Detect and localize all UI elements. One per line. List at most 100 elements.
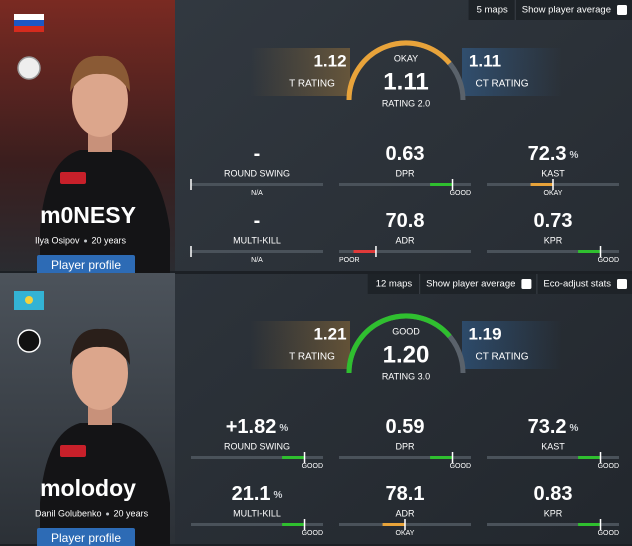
player-profile-label[interactable]: Player profile (51, 531, 121, 545)
checkbox[interactable] (521, 279, 532, 289)
stat-label: ADR (395, 508, 415, 518)
stat-label: KAST (541, 168, 565, 178)
stat-bar-fill (282, 523, 305, 526)
stat-label: DPR (395, 441, 415, 451)
separator-dot (106, 512, 110, 516)
stat-bar-fill (530, 183, 553, 186)
stat-value: 0.73 (534, 210, 573, 232)
strip-divider (419, 274, 421, 294)
stat-verdict: N/A (251, 190, 263, 197)
t-rating-label: T RATING (289, 79, 335, 90)
t-rating-box (250, 48, 350, 96)
stat-bar (339, 183, 471, 186)
stat-label: ADR (395, 235, 415, 245)
ct-rating-box (462, 321, 562, 369)
player-profile-label[interactable]: Player profile (51, 258, 121, 272)
stat-verdict: GOOD (598, 257, 619, 264)
t-rating-label: T RATING (289, 352, 335, 363)
stat-unit: % (274, 490, 283, 501)
stat-number: 70.8 (386, 210, 425, 232)
stat-bar-fill (430, 183, 453, 186)
hair (70, 55, 130, 92)
stat-label: DPR (395, 168, 415, 178)
stat-label: KPR (544, 508, 563, 518)
stat-number: - (254, 143, 261, 165)
stat-marker (303, 519, 306, 530)
stat-value: 70.8 (386, 210, 425, 232)
stat-verdict: GOOD (302, 463, 323, 470)
stat-label: KAST (541, 441, 565, 451)
stat-value: 72.3% (528, 143, 579, 165)
stat-bar-fill (578, 250, 601, 253)
stat-value: 21.1% (232, 483, 283, 505)
stat-bar (487, 250, 619, 253)
stat-verdict: GOOD (598, 530, 619, 537)
stat-bar-fill (382, 523, 405, 526)
stat-number: 78.1 (386, 483, 425, 505)
toggle-label[interactable]: Show player average (522, 5, 611, 16)
stat-number: 21.1 (232, 483, 271, 505)
stat-label: MULTI-KILL (233, 235, 281, 245)
stat-verdict: OKAY (544, 190, 563, 197)
ct-rating-label: CT RATING (476, 79, 529, 90)
stat-verdict: GOOD (598, 463, 619, 470)
stat-label: ROUND SWING (224, 168, 290, 178)
team-logo (17, 56, 41, 80)
ct-rating-box (462, 48, 562, 96)
stat-number: 0.73 (534, 210, 573, 232)
nickname: m0NESY (40, 202, 136, 228)
gauge-fill (346, 40, 452, 101)
stat-value: 78.1 (386, 483, 425, 505)
stat-value: - (254, 210, 261, 232)
stat-marker (451, 452, 454, 463)
ct-rating: 1.19 (468, 324, 501, 343)
stat-label: KPR (544, 235, 563, 245)
face (72, 336, 128, 410)
rating-verdict: GOOD (392, 326, 420, 336)
panel-divider (0, 271, 632, 274)
stat-verdict: GOOD (302, 530, 323, 537)
stat-value: 0.59 (386, 416, 425, 438)
stat-value: 0.83 (534, 483, 573, 505)
ct-rating-label: CT RATING (476, 352, 529, 363)
nickname: molodoy (40, 475, 136, 501)
stat-bar-fill (430, 456, 453, 459)
stat-bar-fill (282, 456, 305, 459)
rating-label: RATING 2.0 (382, 98, 430, 108)
stat-value: - (254, 143, 261, 165)
toggle-label[interactable]: Eco-adjust stats (543, 279, 611, 290)
stat-verdict: GOOD (450, 190, 471, 197)
stat-bar (339, 456, 471, 459)
stat-unit: % (570, 150, 579, 161)
player-profile-button[interactable] (37, 255, 135, 277)
stat-bar (191, 523, 323, 526)
stat-marker (599, 246, 602, 257)
checkbox[interactable] (617, 5, 627, 15)
rating-label: RATING 3.0 (382, 371, 430, 381)
flag-stripe (14, 20, 44, 26)
ct-rating: 1.11 (469, 51, 501, 70)
player-profile-button[interactable] (37, 528, 135, 546)
panel-divider (0, 544, 632, 546)
team-logo (17, 329, 41, 353)
stat-unit: % (570, 423, 579, 434)
stat-value: +1.82% (226, 416, 289, 438)
toggle-label[interactable]: Show player average (426, 279, 515, 290)
strip-divider (514, 0, 516, 20)
stat-bar-fill (578, 523, 601, 526)
stat-verdict: N/A (251, 257, 263, 264)
stat-marker (190, 246, 192, 257)
checkbox[interactable] (617, 279, 627, 289)
sponsor-logo (60, 172, 86, 184)
rating: 1.11 (383, 68, 428, 95)
stat-verdict: OKAY (396, 530, 415, 537)
rating: 1.20 (383, 341, 430, 368)
stat-number: 0.63 (386, 143, 425, 165)
flag-stripe (14, 14, 44, 20)
stat-bar (487, 523, 619, 526)
stat-label: ROUND SWING (224, 441, 290, 451)
header-strip (367, 274, 632, 294)
stat-number: 73.2 (528, 416, 567, 438)
stat-bar (487, 456, 619, 459)
